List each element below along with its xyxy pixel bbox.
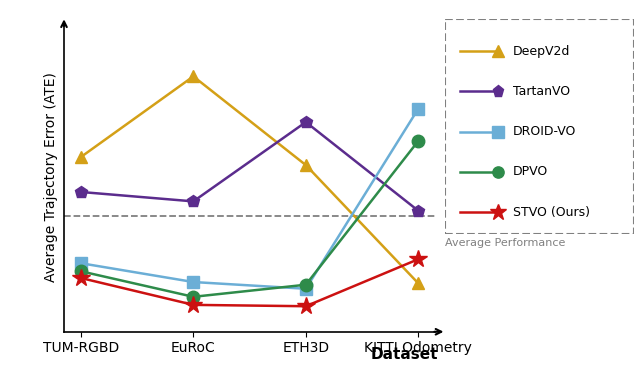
FancyBboxPatch shape [445, 19, 634, 234]
Text: TartanVO: TartanVO [513, 85, 570, 98]
Text: Average Performance: Average Performance [445, 238, 565, 248]
Text: Dataset: Dataset [371, 347, 438, 362]
Text: DeepV2d: DeepV2d [513, 44, 570, 58]
Text: DPVO: DPVO [513, 166, 548, 178]
Text: DROID-VO: DROID-VO [513, 125, 576, 138]
Y-axis label: Average Trajectory Error (ATE): Average Trajectory Error (ATE) [44, 72, 58, 282]
Text: STVO (Ours): STVO (Ours) [513, 206, 590, 219]
